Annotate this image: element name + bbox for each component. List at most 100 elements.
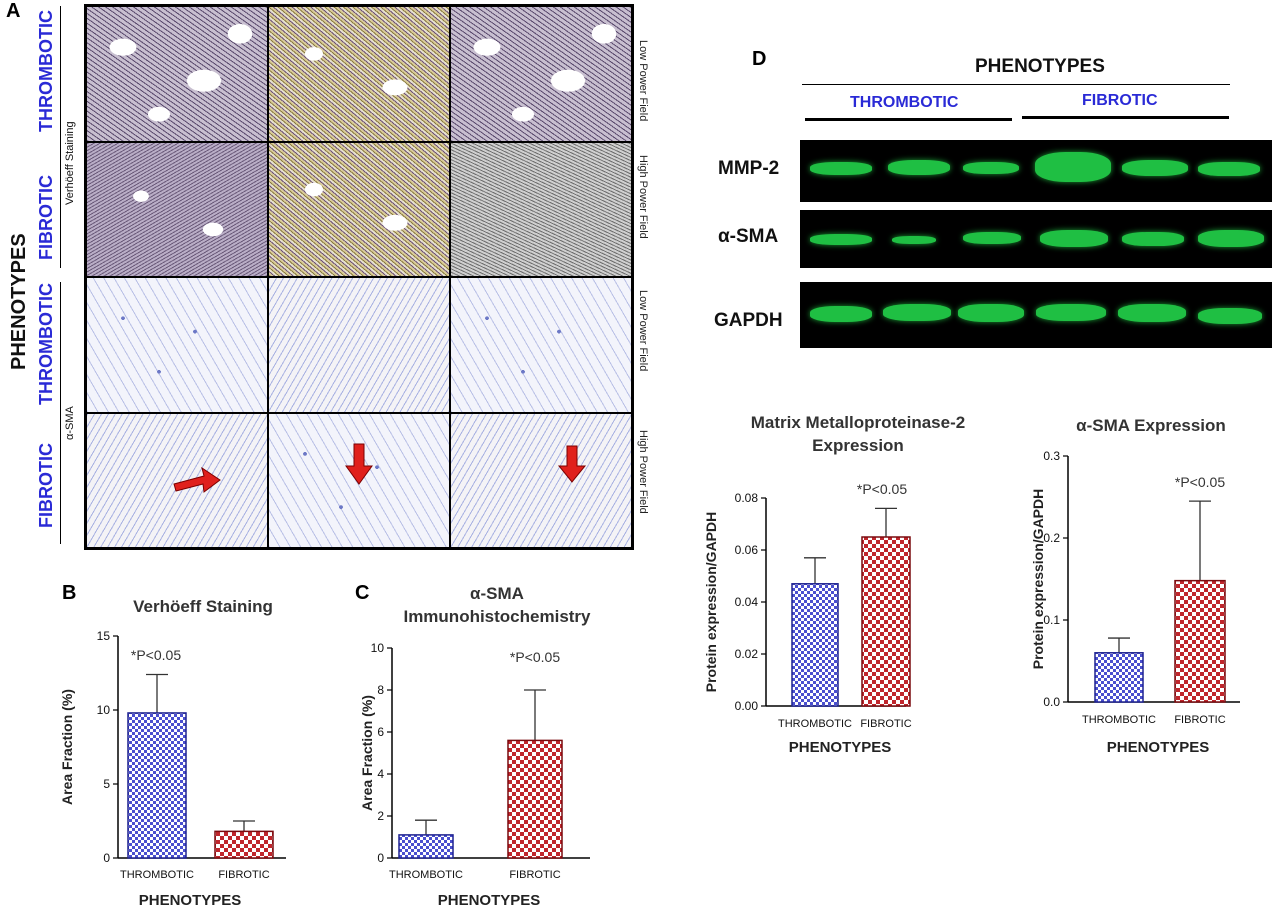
histology-tile — [86, 412, 268, 548]
blot-band — [1122, 232, 1184, 246]
bar-thrombotic — [791, 583, 839, 707]
histology-tile — [86, 141, 268, 277]
blot-band — [810, 234, 872, 245]
x-tick-label: THROMBOTIC — [778, 718, 852, 730]
panel-d-letter: D — [752, 48, 767, 70]
blot-label-mmp2: MMP-2 — [718, 158, 780, 179]
y-axis-label: Protein expression/GAPDH — [703, 512, 719, 693]
y-tick-label: 0.00 — [735, 699, 759, 713]
y-axis-label: Protein expression/GAPDH — [1030, 489, 1046, 670]
row1-field-label: Low Power Field — [637, 40, 649, 122]
histology-tile — [450, 6, 632, 142]
blot-label-asma: α-SMA — [718, 226, 779, 247]
row2-field-label: High Power Field — [637, 155, 649, 239]
x-tick-label: FIBROTIC — [1174, 714, 1225, 726]
histology-tile — [450, 412, 632, 548]
x-tick-label: FIBROTIC — [218, 869, 269, 881]
blot-group-thrombotic: THROMBOTIC — [850, 94, 959, 111]
blot-band — [963, 232, 1021, 244]
row4-field-label: High Power Field — [637, 430, 649, 514]
blot-strip-gapdh — [800, 282, 1272, 348]
bar-thrombotic — [127, 712, 187, 859]
chart-title: Expression — [812, 436, 904, 455]
thrombotic-underline — [805, 118, 1012, 121]
chart-title: Verhöeff Staining — [133, 597, 273, 616]
x-tick-label: THROMBOTIC — [1082, 714, 1156, 726]
blot-header: PHENOTYPES — [975, 56, 1105, 77]
blot-band — [1036, 304, 1106, 321]
y-tick-label: 0 — [103, 851, 110, 865]
x-tick-label: FIBROTIC — [860, 718, 911, 730]
chart-title: Immunohistochemistry — [403, 607, 591, 626]
blot-header-rule — [802, 84, 1230, 85]
bar-fibrotic — [214, 830, 274, 859]
red-arrow-icon — [345, 443, 373, 485]
blot-band — [963, 162, 1019, 174]
histology-tile — [268, 277, 450, 413]
blot-band — [1122, 160, 1188, 176]
red-arrow-icon — [557, 445, 587, 483]
blot-strip-asma — [800, 210, 1272, 268]
significance-annotation: *P<0.05 — [1175, 474, 1225, 490]
x-tick-label: THROMBOTIC — [120, 869, 194, 881]
significance-annotation: *P<0.05 — [510, 649, 560, 665]
blot-band — [1198, 308, 1262, 324]
blot-strip-mmp2 — [800, 140, 1272, 202]
row3-field-label: Low Power Field — [637, 290, 649, 372]
x-axis-label: PHENOTYPES — [1107, 739, 1210, 756]
x-axis-label: PHENOTYPES — [789, 739, 892, 756]
y-tick-label: 10 — [97, 703, 111, 717]
y-tick-label: 6 — [377, 725, 384, 739]
y-tick-label: 0.02 — [735, 647, 759, 661]
histology-tile — [268, 141, 450, 277]
fibrotic-underline — [1022, 116, 1229, 119]
y-tick-label: 4 — [377, 767, 384, 781]
panel-a-letter: A — [6, 0, 21, 22]
blot-band — [1198, 162, 1260, 176]
histology-tile — [86, 6, 268, 142]
y-tick-label: 0.1 — [1043, 613, 1060, 627]
blot-band — [810, 306, 872, 322]
y-tick-label: 0.06 — [735, 543, 759, 557]
significance-annotation: *P<0.05 — [131, 647, 181, 663]
histology-tile — [268, 412, 450, 548]
red-arrow-icon — [173, 466, 221, 493]
y-tick-label: 0.2 — [1043, 531, 1060, 545]
histology-tile — [450, 141, 632, 277]
blot-label-gapdh: GAPDH — [714, 310, 783, 331]
y-axis-label: Area Fraction (%) — [59, 689, 75, 805]
stain-bracket-line — [60, 6, 61, 268]
bar-fibrotic — [861, 536, 911, 707]
y-tick-label: 0.3 — [1043, 449, 1060, 463]
blot-band — [958, 304, 1024, 322]
blot-band — [1198, 230, 1264, 247]
histology-tile — [450, 277, 632, 413]
bar-fibrotic — [1174, 579, 1226, 703]
y-tick-label: 5 — [103, 777, 110, 791]
y-tick-label: 10 — [371, 641, 385, 655]
blot-band — [883, 304, 951, 321]
x-tick-label: FIBROTIC — [509, 869, 560, 881]
histology-image-grid — [84, 4, 634, 550]
blot-band — [1118, 304, 1186, 322]
y-tick-label: 0 — [377, 851, 384, 865]
bar-fibrotic — [507, 739, 563, 859]
panel-b-letter: B — [62, 582, 77, 604]
blot-band — [1040, 230, 1108, 247]
blot-band — [888, 160, 950, 175]
x-axis-label: PHENOTYPES — [438, 892, 541, 909]
significance-annotation: *P<0.05 — [857, 481, 907, 497]
y-tick-label: 0.04 — [735, 595, 759, 609]
blot-group-fibrotic: FIBROTIC — [1082, 92, 1158, 109]
blot-band — [810, 162, 872, 175]
histology-tile — [86, 277, 268, 413]
y-tick-label: 8 — [377, 683, 384, 697]
y-tick-label: 0.0 — [1043, 695, 1060, 709]
panel-c-letter: C — [355, 582, 370, 604]
x-axis-label: PHENOTYPES — [139, 892, 242, 909]
x-tick-label: THROMBOTIC — [389, 869, 463, 881]
y-tick-label: 15 — [97, 629, 111, 643]
y-tick-label: 2 — [377, 809, 384, 823]
chart-title: Matrix Metalloproteinase-2 — [751, 413, 965, 432]
